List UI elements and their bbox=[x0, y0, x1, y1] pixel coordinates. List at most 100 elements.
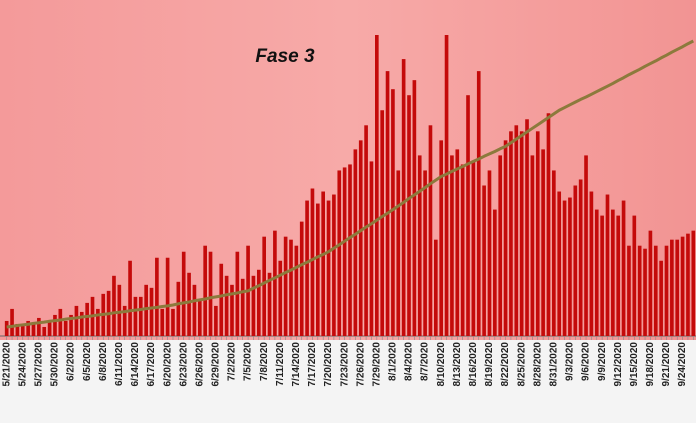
bar bbox=[96, 308, 100, 336]
x-tick-label: 6/26/2020 bbox=[194, 342, 205, 387]
bar bbox=[358, 140, 363, 336]
bar bbox=[460, 164, 465, 336]
x-tick-label: 6/5/2020 bbox=[82, 342, 93, 381]
bar bbox=[653, 245, 658, 336]
bar bbox=[407, 95, 411, 336]
x-tick-label: 5/30/2020 bbox=[50, 342, 61, 387]
bar bbox=[10, 308, 14, 336]
bar bbox=[396, 170, 401, 336]
bar bbox=[487, 170, 492, 336]
x-tick-label: 6/2/2020 bbox=[66, 342, 77, 381]
bar bbox=[605, 194, 610, 336]
bar bbox=[530, 155, 535, 336]
x-tick-label: 6/14/2020 bbox=[130, 342, 141, 387]
bar bbox=[128, 260, 132, 336]
x-tick-label: 7/23/2020 bbox=[339, 342, 350, 387]
x-tick-label: 8/28/2020 bbox=[532, 342, 543, 387]
bar bbox=[417, 155, 422, 336]
bar bbox=[514, 125, 519, 336]
bar bbox=[503, 140, 508, 336]
bar bbox=[509, 131, 513, 336]
bar bbox=[450, 155, 454, 336]
bar bbox=[256, 269, 261, 336]
bar bbox=[4, 320, 9, 336]
x-tick-label: 8/16/2020 bbox=[468, 342, 479, 387]
bar bbox=[557, 191, 562, 336]
bar bbox=[391, 89, 395, 337]
bar bbox=[493, 209, 497, 336]
bar bbox=[321, 191, 326, 336]
bar bbox=[337, 170, 342, 336]
bar bbox=[31, 323, 36, 336]
bar bbox=[299, 221, 304, 336]
x-tick-label: 6/20/2020 bbox=[162, 342, 173, 387]
bar bbox=[181, 251, 186, 336]
bar bbox=[385, 71, 390, 337]
bar bbox=[219, 263, 224, 336]
bar bbox=[616, 215, 621, 336]
bar bbox=[562, 200, 567, 336]
x-tick-label: 5/24/2020 bbox=[17, 342, 28, 387]
bar bbox=[632, 215, 637, 336]
x-tick-label: 7/17/2020 bbox=[307, 342, 318, 387]
bar bbox=[455, 149, 460, 336]
bar bbox=[63, 320, 68, 336]
bar bbox=[208, 251, 213, 336]
bar bbox=[53, 314, 57, 336]
bar bbox=[627, 245, 631, 336]
bar bbox=[122, 305, 127, 336]
bar bbox=[466, 95, 470, 336]
bar bbox=[594, 209, 599, 336]
bar bbox=[342, 167, 347, 336]
bar bbox=[611, 209, 615, 336]
line bbox=[6, 39, 694, 329]
bar bbox=[589, 191, 594, 336]
bar bbox=[315, 203, 320, 336]
x-tick-label: 9/21/2020 bbox=[661, 342, 672, 387]
bar bbox=[364, 125, 368, 336]
x-tick-label: 9/12/2020 bbox=[613, 342, 624, 387]
x-tick-label: 6/29/2020 bbox=[211, 342, 222, 387]
bar bbox=[600, 215, 604, 336]
bar bbox=[552, 170, 556, 336]
bar bbox=[165, 257, 170, 336]
bar bbox=[444, 35, 449, 336]
bar bbox=[621, 200, 626, 336]
bar bbox=[643, 248, 647, 336]
bar bbox=[471, 161, 476, 336]
bar bbox=[262, 236, 266, 336]
bar bbox=[171, 308, 175, 336]
x-tick-label: 7/11/2020 bbox=[275, 342, 286, 386]
x-tick-label: 9/6/2020 bbox=[581, 342, 592, 381]
bar bbox=[117, 284, 122, 336]
bar bbox=[670, 239, 674, 336]
x-tick-label: 8/22/2020 bbox=[500, 342, 511, 387]
bar bbox=[20, 323, 25, 336]
bar bbox=[348, 164, 352, 336]
bar bbox=[197, 299, 202, 336]
bar bbox=[428, 125, 433, 336]
bar bbox=[305, 200, 309, 336]
bar bbox=[42, 326, 47, 336]
bar bbox=[85, 302, 89, 336]
x-tick-label: 8/4/2020 bbox=[404, 342, 415, 381]
x-tick-label: 7/2/2020 bbox=[227, 342, 238, 381]
bar bbox=[423, 170, 427, 336]
x-tick-label: 7/26/2020 bbox=[355, 342, 366, 387]
bar bbox=[380, 110, 385, 336]
bar bbox=[680, 236, 685, 336]
bar bbox=[573, 185, 578, 336]
bar bbox=[251, 275, 256, 336]
x-tick-label: 8/7/2020 bbox=[420, 342, 431, 381]
bar bbox=[224, 275, 229, 336]
x-tick-label: 9/3/2020 bbox=[565, 342, 576, 381]
annotation: Fase 3 bbox=[255, 46, 315, 67]
bar bbox=[160, 308, 165, 336]
x-tick-label: 7/20/2020 bbox=[323, 342, 334, 387]
bar bbox=[267, 272, 272, 336]
bar bbox=[578, 179, 583, 336]
bar bbox=[332, 194, 336, 336]
bar bbox=[133, 296, 138, 336]
